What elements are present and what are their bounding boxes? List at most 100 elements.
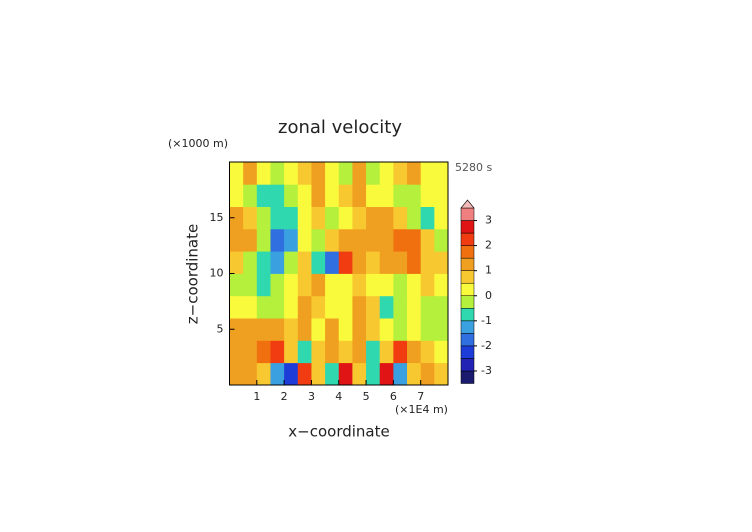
- y-unit: (×1000 m): [168, 137, 228, 150]
- heat-cell: [256, 206, 271, 230]
- heat-cell: [284, 162, 299, 185]
- heat-cell: [297, 184, 312, 207]
- heat-cell: [352, 362, 367, 386]
- heat-cell: [393, 318, 408, 341]
- heat-cell: [434, 318, 449, 341]
- heat-cell: [270, 318, 285, 341]
- heat-cell: [284, 206, 299, 230]
- heat-cell: [325, 162, 340, 185]
- heat-cell: [393, 251, 408, 274]
- heat-cell: [407, 273, 422, 297]
- x-tick-label: 7: [417, 390, 424, 403]
- heat-cell: [379, 184, 394, 207]
- heat-cell: [379, 340, 394, 364]
- colorbar-band: [460, 370, 475, 384]
- colorbar-band: [460, 308, 475, 322]
- heat-cell: [243, 318, 258, 341]
- heat-cell: [352, 228, 367, 252]
- heat-cell: [325, 362, 340, 386]
- heat-cell: [352, 318, 367, 341]
- heat-cell: [297, 340, 312, 364]
- x-tick-label: 2: [281, 390, 288, 403]
- heat-cell: [407, 362, 422, 386]
- heat-cell: [325, 251, 340, 274]
- heat-cell: [420, 184, 435, 207]
- heat-cell: [243, 228, 258, 252]
- heat-cell: [393, 362, 408, 386]
- colorbar-tick-label: 0: [485, 289, 492, 302]
- heat-cell: [352, 206, 367, 230]
- heat-cell: [311, 318, 326, 341]
- heat-cell: [325, 340, 340, 364]
- heat-cell: [366, 228, 381, 252]
- y-tick-label: 10: [210, 267, 224, 280]
- heat-cell: [338, 362, 353, 386]
- heat-cell: [338, 318, 353, 341]
- heat-cell: [407, 340, 422, 364]
- heat-cell: [352, 340, 367, 364]
- heat-cell: [256, 184, 271, 207]
- heat-cell: [270, 273, 285, 297]
- heat-cell: [434, 206, 449, 230]
- heat-cell: [297, 362, 312, 386]
- x-tick-label: 4: [335, 390, 342, 403]
- heat-cell: [297, 295, 312, 319]
- heat-cell: [311, 362, 326, 386]
- heat-cell: [352, 184, 367, 207]
- colorbar-band: [460, 207, 475, 221]
- heat-cell: [256, 340, 271, 364]
- heat-cell: [243, 251, 258, 274]
- heat-cell: [297, 251, 312, 274]
- heat-cell: [284, 362, 299, 386]
- colorbar-band: [460, 295, 475, 309]
- heat-cell: [407, 228, 422, 252]
- heat-cell: [229, 228, 244, 252]
- heat-cell: [379, 273, 394, 297]
- heat-cell: [434, 228, 449, 252]
- heat-cell: [366, 340, 381, 364]
- heat-cell: [256, 318, 271, 341]
- heat-cell: [270, 340, 285, 364]
- heat-cell: [270, 228, 285, 252]
- heat-cell: [407, 318, 422, 341]
- colorbar-tick-label: -1: [481, 314, 492, 327]
- heat-cell: [256, 251, 271, 274]
- heat-cell: [434, 340, 449, 364]
- colorbar-band: [460, 270, 475, 284]
- heat-cell: [229, 184, 244, 207]
- heat-cell: [311, 340, 326, 364]
- heat-cell: [420, 206, 435, 230]
- x-axis-label: x−coordinate: [288, 423, 389, 441]
- y-tick-label: 5: [217, 322, 224, 335]
- heat-cell: [311, 251, 326, 274]
- heat-cell: [284, 318, 299, 341]
- heat-cell: [393, 184, 408, 207]
- heat-cell: [270, 206, 285, 230]
- heat-cell: [379, 295, 394, 319]
- heat-cell: [352, 273, 367, 297]
- heat-cell: [297, 273, 312, 297]
- heat-cell: [393, 273, 408, 297]
- colorbar-band: [460, 257, 475, 271]
- heat-cell: [229, 206, 244, 230]
- colorbar-tick-label: 3: [485, 214, 492, 227]
- heat-cell: [297, 318, 312, 341]
- heat-cell: [393, 295, 408, 319]
- heat-cell: [284, 340, 299, 364]
- heat-cell: [311, 162, 326, 185]
- y-tick-label: 15: [210, 211, 224, 224]
- x-tick-label: 6: [390, 390, 397, 403]
- heat-cell: [256, 273, 271, 297]
- heat-cell: [256, 228, 271, 252]
- heat-cell: [270, 362, 285, 386]
- heat-cell: [379, 318, 394, 341]
- colorbar-band: [460, 282, 475, 297]
- heat-cell: [270, 184, 285, 207]
- heat-cell: [311, 228, 326, 252]
- heat-cell: [379, 251, 394, 274]
- heat-cell: [352, 162, 367, 185]
- heat-cell: [434, 362, 449, 386]
- heat-cell: [325, 273, 340, 297]
- heat-cell: [284, 251, 299, 274]
- heat-cell: [325, 184, 340, 207]
